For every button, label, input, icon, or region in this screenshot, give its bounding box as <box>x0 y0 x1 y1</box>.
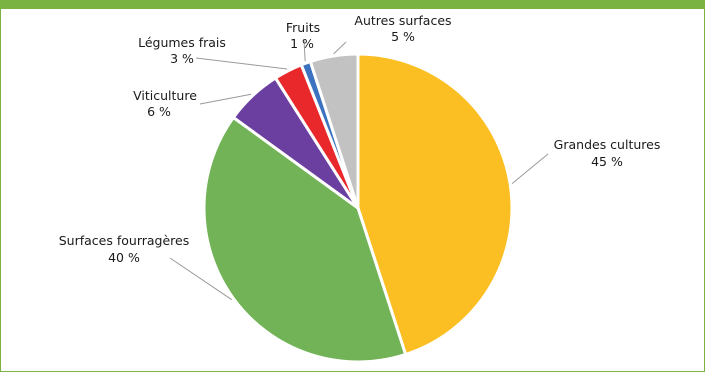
slice-label-grandes-cultures: Grandes cultures <box>554 137 661 152</box>
slice-label-surfaces-fourrageres: Surfaces fourragères <box>59 233 190 248</box>
pie-slice-1 <box>202 115 408 364</box>
slice-value-grandes-cultures: 45 % <box>591 154 623 169</box>
leader-lines <box>169 39 549 301</box>
slice-label-fruits: Fruits <box>286 20 320 35</box>
slice-value-legumes-frais: 3 % <box>170 51 194 66</box>
leader-line-4 <box>303 39 306 62</box>
slice-label-legumes-frais: Légumes frais <box>138 35 226 50</box>
leader-line-2 <box>199 93 252 105</box>
leader-line-5 <box>333 41 347 55</box>
pie-slices <box>202 52 514 364</box>
slice-value-surfaces-fourrageres: 40 % <box>108 250 140 265</box>
leader-line-0 <box>511 153 549 184</box>
slice-value-fruits: 1 % <box>290 36 314 51</box>
top-accent-bar <box>0 0 705 9</box>
leader-line-3 <box>195 57 288 70</box>
slice-label-autres-surfaces: Autres surfaces <box>354 13 451 28</box>
leader-line-1 <box>169 257 233 301</box>
slice-label-viticulture: Viticulture <box>133 88 197 103</box>
pie-slice-5 <box>308 52 360 210</box>
slice-value-viticulture: 6 % <box>147 104 171 119</box>
pie-slice-0 <box>356 52 514 356</box>
slice-value-autres-surfaces: 5 % <box>391 29 415 44</box>
